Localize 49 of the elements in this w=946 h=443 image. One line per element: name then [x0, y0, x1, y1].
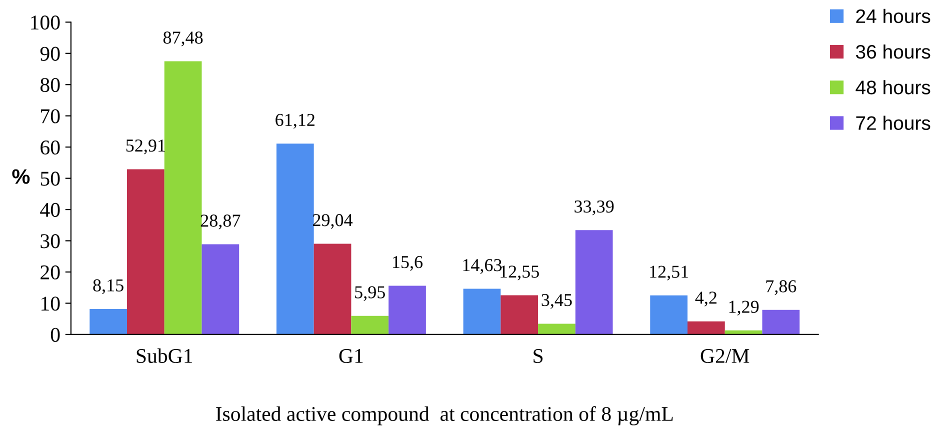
data-label: 1,29 [729, 300, 759, 316]
y-tick-label: 40 [40, 202, 60, 217]
data-label: 61,12 [276, 114, 314, 129]
x-tick-label: S [534, 349, 543, 364]
data-label: 8,15 [93, 279, 124, 294]
legend-label: 24 hours [856, 8, 930, 24]
y-tick-label: 10 [42, 296, 60, 311]
bar [164, 61, 202, 334]
bar [388, 286, 426, 334]
data-label: 4,2 [695, 292, 716, 306]
bar [650, 295, 688, 334]
y-tick-label: 30 [40, 234, 60, 248]
legend-label: 48 hours [856, 80, 930, 94]
bar [351, 316, 389, 334]
data-label: 87,48 [163, 32, 203, 46]
bar [463, 288, 501, 334]
y-tick-label: 70 [41, 109, 60, 124]
y-tick-label: 20 [40, 265, 60, 280]
bar [202, 244, 240, 334]
data-label: 7,86 [766, 280, 796, 295]
data-label: 33,39 [574, 200, 614, 216]
y-tick-label: 60 [40, 140, 60, 155]
bar [90, 309, 127, 334]
legend-label: 72 hours [856, 116, 930, 130]
x-tick-label: G2/M [700, 349, 750, 364]
y-axis-title: % [12, 169, 30, 184]
bar [500, 295, 538, 334]
x-axis-title: Isolated active compound at concentration of 8 µg/mL [216, 406, 673, 426]
data-label: 12,51 [650, 266, 688, 280]
y-tick-label: 100 [31, 16, 60, 30]
data-label: 5,95 [355, 286, 385, 301]
y-tick-label: 50 [40, 172, 60, 186]
bar [538, 324, 576, 334]
data-label: 15,6 [393, 256, 423, 271]
bar [276, 144, 314, 334]
y-tick-label: 90 [40, 46, 60, 61]
bar [762, 310, 800, 334]
y-tick-label: 80 [40, 78, 60, 92]
legend-label: 36 hours [856, 44, 930, 59]
data-label: 12,55 [500, 266, 539, 280]
x-tick-label: SubG1 [136, 348, 192, 364]
bar [314, 244, 352, 334]
bar [127, 169, 164, 334]
data-label: 3,45 [542, 294, 572, 309]
bar [575, 230, 613, 334]
bar [688, 321, 725, 334]
data-label: 14,63 [463, 259, 502, 274]
y-tick-label: 0 [50, 328, 60, 342]
x-tick-label: G1 [339, 349, 363, 364]
